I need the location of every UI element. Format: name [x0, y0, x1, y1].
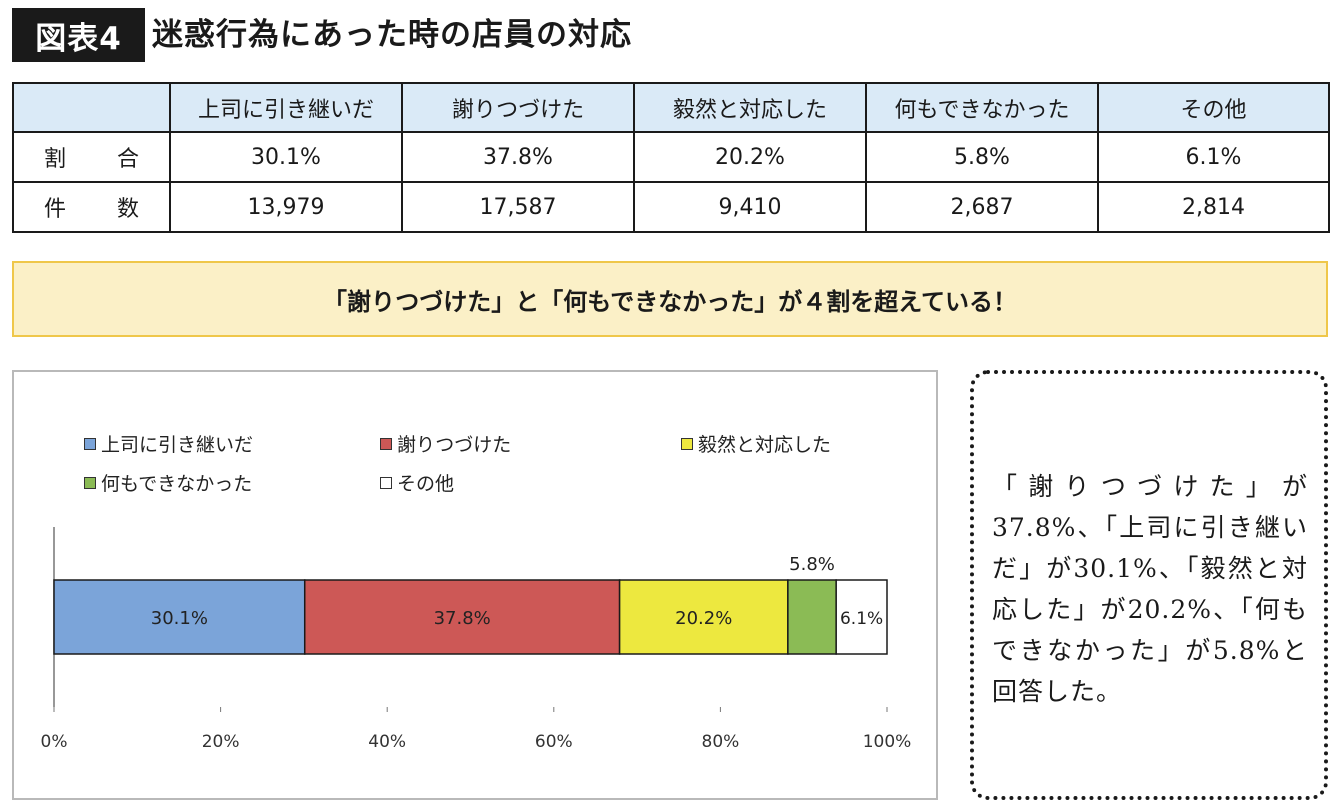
legend-swatch — [380, 476, 392, 489]
data-label: 37.8% — [434, 608, 491, 629]
legend-swatch — [681, 437, 693, 450]
data-label: 20.2% — [675, 608, 732, 629]
bar-segment — [787, 579, 837, 655]
legend-item: 上司に引き継いだ — [84, 430, 253, 457]
x-tick-label: 100% — [863, 732, 912, 752]
bar-segment — [835, 579, 888, 655]
legend-swatch — [84, 437, 96, 450]
table-corner-cell — [12, 82, 171, 133]
legend-label: その他 — [397, 473, 455, 495]
data-label: 5.8% — [789, 554, 835, 575]
column-header: 何もできなかった — [865, 82, 1099, 133]
column-header: 上司に引き継いだ — [169, 82, 403, 133]
legend-label: 何もできなかった — [101, 473, 253, 495]
table-cell: 13,979 — [169, 181, 403, 233]
legend-item: 謝りつづけた — [380, 430, 511, 457]
row-label-count: 件 数 — [12, 181, 171, 233]
legend-item: その他 — [380, 469, 454, 496]
table-row: 件 数 13,979 17,587 9,410 2,687 2,814 — [12, 181, 1330, 233]
legend-label: 上司に引き継いだ — [101, 434, 254, 456]
table-cell: 20.2% — [633, 131, 867, 183]
table-cell: 17,587 — [401, 181, 635, 233]
x-tick-label: 20% — [202, 732, 240, 752]
highlight-banner: 「謝りつづけた」と「何もできなかった」が４割を超えている！ — [12, 261, 1328, 337]
row-label-ratio: 割 合 — [12, 131, 171, 183]
bar-segment — [53, 579, 306, 655]
x-tick-label: 40% — [368, 732, 406, 752]
data-label: 30.1% — [151, 608, 208, 629]
x-tick-label: 60% — [535, 732, 573, 752]
chart-legend: 上司に引き継いだ 謝りつづけた 毅然と対応した 何もできなかった その他 — [14, 372, 936, 512]
figure-title: 迷惑行為にあった時の店員の対応 — [152, 17, 632, 53]
legend-item: 毅然と対応した — [681, 430, 831, 457]
table-cell: 9,410 — [633, 181, 867, 233]
table-cell: 2,814 — [1097, 181, 1330, 233]
column-header: 毅然と対応した — [633, 82, 867, 133]
table-row: 割 合 30.1% 37.8% 20.2% 5.8% 6.1% — [12, 131, 1330, 183]
figure-number-badge: 図表4 — [12, 8, 145, 62]
legend-swatch — [380, 437, 392, 450]
table-cell: 2,687 — [865, 181, 1099, 233]
table-header-row: 上司に引き継いだ 謝りつづけた 毅然と対応した 何もできなかった その他 — [12, 82, 1330, 133]
table-cell: 5.8% — [865, 131, 1099, 183]
legend-swatch — [84, 476, 96, 489]
column-header: 謝りつづけた — [401, 82, 635, 133]
summary-note: 「謝りつづけた」が37.8%、「上司に引き継いだ」が30.1%、「毅然と対応した… — [970, 370, 1328, 800]
column-header: その他 — [1097, 82, 1330, 133]
table-cell: 6.1% — [1097, 131, 1330, 183]
chart-plot-area: 30.1% 37.8% 20.2% 5.8% 6.1% 0% 20% 40% 60% 80% 100… — [41, 527, 912, 752]
bar-segment — [303, 579, 621, 655]
data-label: 6.1% — [840, 609, 883, 629]
legend-label: 毅然と対応した — [698, 434, 832, 456]
x-tick-label: 80% — [702, 732, 740, 752]
legend-item: 何もできなかった — [84, 469, 252, 496]
stacked-bar-chart: 上司に引き継いだ 謝りつづけた 毅然と対応した 何もできなかった その他 30.… — [12, 370, 938, 800]
table-cell: 37.8% — [401, 131, 635, 183]
x-tick-label: 0% — [41, 732, 68, 752]
summary-table: 上司に引き継いだ 謝りつづけた 毅然と対応した 何もできなかった その他 割 合… — [12, 82, 1330, 233]
table-cell: 30.1% — [169, 131, 403, 183]
legend-label: 謝りつづけた — [397, 434, 512, 456]
